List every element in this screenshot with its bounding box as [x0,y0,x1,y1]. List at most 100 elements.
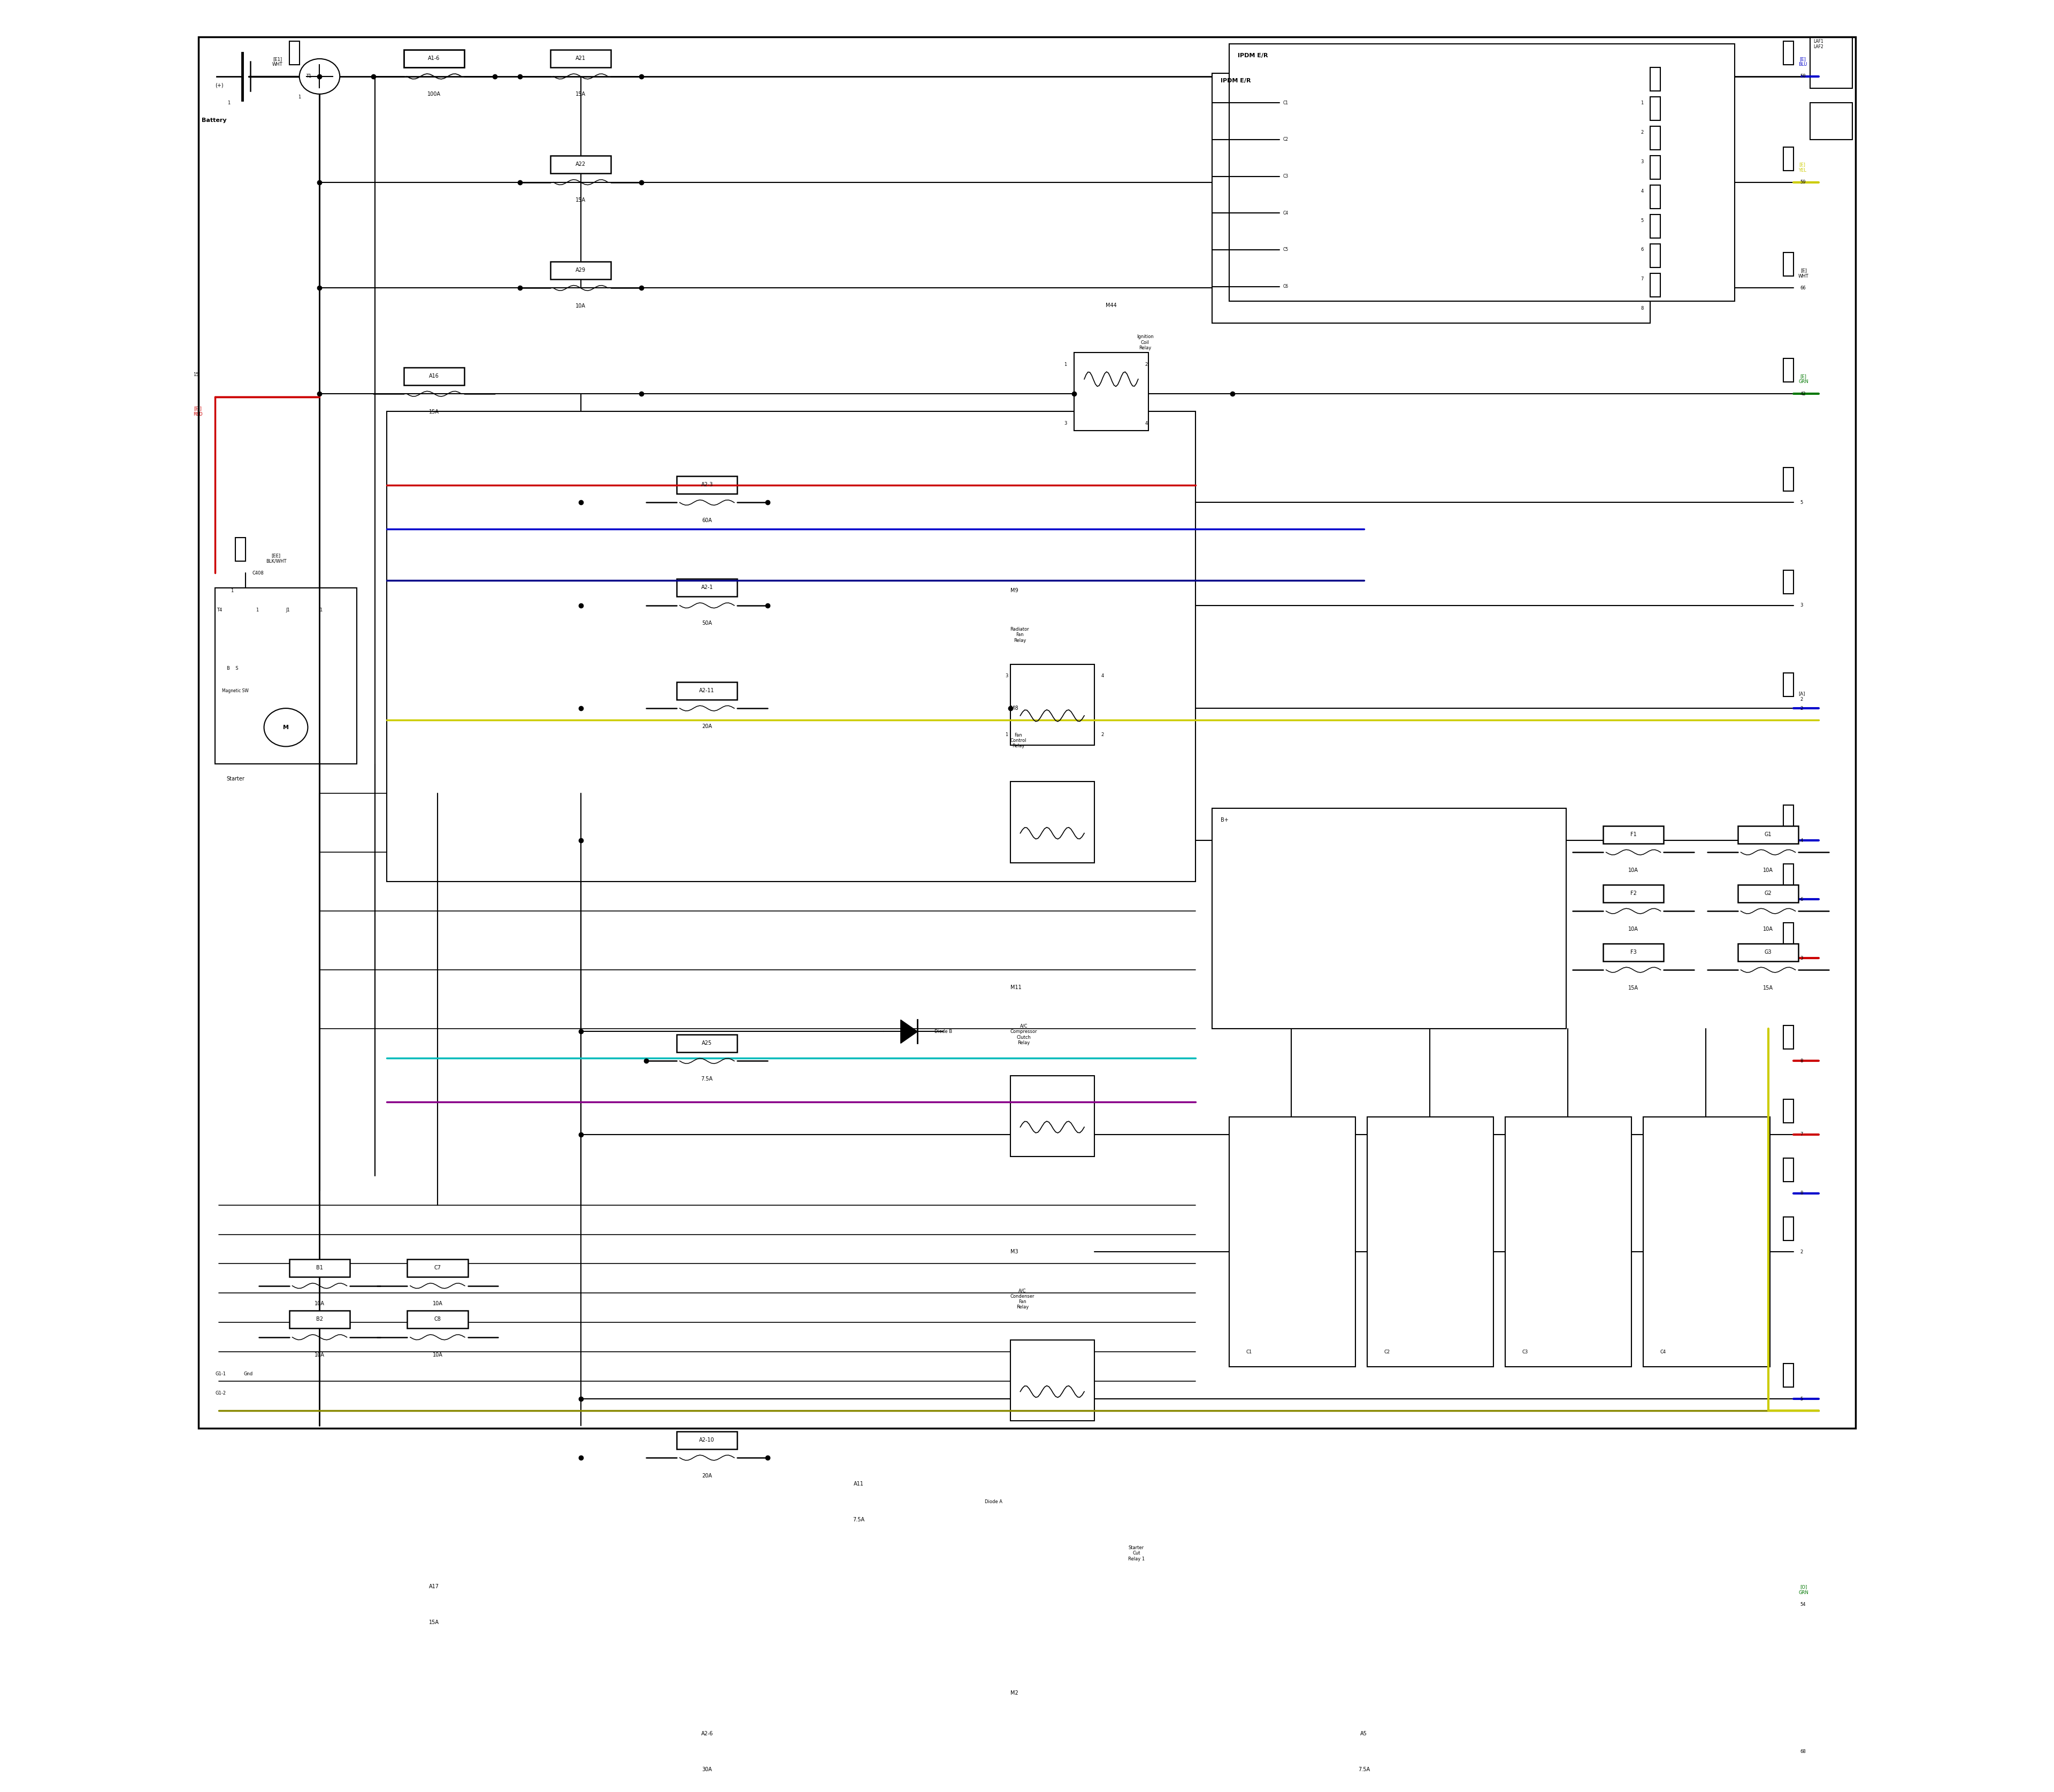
Text: 2: 2 [1799,706,1803,711]
Text: [EE]
BLK/WHT: [EE] BLK/WHT [265,554,286,564]
Text: IPDM E/R: IPDM E/R [1239,54,1267,59]
Text: G2: G2 [1764,891,1773,896]
Text: M3: M3 [1011,1249,1019,1254]
Bar [290,41,300,65]
Bar [1810,38,1853,88]
Text: 15A: 15A [575,91,585,97]
Text: 7: 7 [1799,1133,1803,1136]
Text: 7.5A: 7.5A [852,1518,865,1523]
Text: 4: 4 [1641,188,1643,194]
Text: 10A: 10A [1629,926,1639,932]
Text: [E]
GRN: [E] GRN [1799,375,1808,383]
Text: C408: C408 [253,570,263,575]
Bar [1011,1719,1095,1785]
Text: A21: A21 [575,56,585,61]
Ellipse shape [265,708,308,747]
Text: [O]
GRN: [O] GRN [1799,1584,1808,1595]
Text: 10A: 10A [314,1353,325,1358]
Text: 1: 1 [1641,100,1643,106]
Text: C7: C7 [433,1265,442,1271]
Text: 3: 3 [1799,955,1803,961]
Text: C5: C5 [1284,247,1288,253]
Text: 60A: 60A [702,518,713,523]
Bar [407,1260,468,1278]
Bar [1783,674,1793,697]
Text: A25: A25 [702,1041,713,1047]
Bar [1368,1116,1493,1367]
Polygon shape [951,1489,967,1514]
Text: G1-1: G1-1 [216,1371,226,1376]
Bar [1011,665,1095,745]
Text: 54: 54 [1799,1602,1805,1607]
Text: Battery: Battery [201,118,226,124]
Text: Gnd: Gnd [244,1371,253,1376]
Bar [1212,808,1565,1029]
Text: 1: 1 [255,607,259,613]
Text: F2: F2 [1631,891,1637,896]
Text: A1-6: A1-6 [427,56,440,61]
Bar [1506,1116,1631,1367]
Text: A2-3: A2-3 [700,482,713,487]
Text: 2: 2 [1641,129,1643,134]
Text: G3: G3 [1764,950,1773,955]
Text: [E]
WHT: [E] WHT [1799,269,1810,278]
Text: 5: 5 [1641,219,1643,222]
Text: J1: J1 [286,607,290,613]
Text: 2: 2 [1144,362,1148,367]
Bar [1649,97,1660,120]
Bar [1783,805,1793,828]
Text: 7.5A: 7.5A [1358,1767,1370,1772]
Bar [1783,1217,1793,1240]
Text: 68: 68 [1799,1749,1805,1754]
Bar [1783,1098,1793,1122]
Text: M11: M11 [1011,986,1021,991]
Bar [1738,826,1799,844]
Text: 59: 59 [1799,179,1805,185]
Bar [1649,215,1660,238]
Bar [676,1432,737,1450]
Text: A17: A17 [429,1584,440,1590]
Text: 10A: 10A [1762,926,1773,932]
Text: [E]
YEL: [E] YEL [1799,163,1805,172]
Bar [1783,358,1793,382]
Text: C1: C1 [1247,1349,1251,1355]
Bar [1783,864,1793,887]
Text: 3: 3 [1641,159,1643,165]
Bar [236,538,246,561]
Text: 4: 4 [1101,674,1103,679]
Text: 6: 6 [1641,247,1643,253]
Text: A29: A29 [575,267,585,272]
Bar [386,412,1195,882]
Text: C1: C1 [1284,100,1288,106]
Text: Starter
Cut
Relay 1: Starter Cut Relay 1 [1128,1545,1144,1561]
Text: 10A: 10A [314,1301,325,1306]
Bar [828,1475,889,1493]
Bar [405,1579,464,1597]
Bar [1783,570,1793,593]
Text: 10A: 10A [1629,867,1639,873]
Text: 30A: 30A [702,1767,713,1772]
Bar [1212,73,1649,323]
Text: G1-2: G1-2 [216,1391,226,1396]
Text: 1: 1 [298,95,300,99]
Bar [1810,102,1853,140]
Bar [1228,45,1734,301]
Bar [405,50,464,68]
Bar [676,477,737,495]
Bar [1011,1340,1095,1421]
Text: 15: 15 [193,373,199,376]
Bar [1783,147,1793,170]
Bar [1783,1025,1793,1048]
Text: C2: C2 [1384,1349,1391,1355]
Text: A2-10: A2-10 [698,1437,715,1443]
Text: C6: C6 [1284,285,1288,289]
Text: F1: F1 [1631,831,1637,837]
Text: [A]
2: [A] 2 [1799,692,1805,702]
Text: 1: 1 [228,100,230,106]
Text: A/C
Condenser
Fan
Relay: A/C Condenser Fan Relay [1011,1288,1035,1310]
Bar [1738,885,1799,901]
Text: 1: 1 [320,607,322,613]
Text: 15A: 15A [429,409,440,414]
Text: M9: M9 [1011,588,1019,593]
Bar [676,579,737,597]
